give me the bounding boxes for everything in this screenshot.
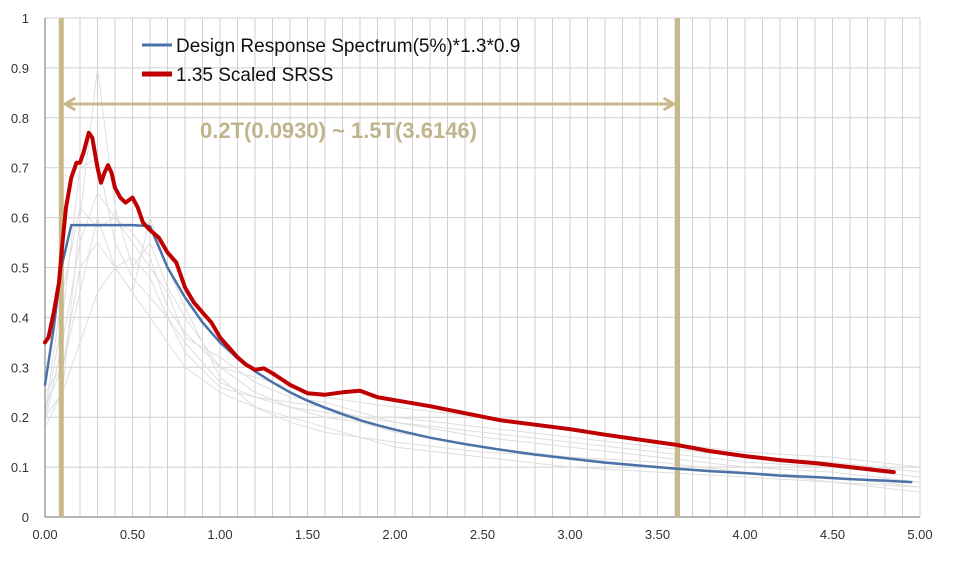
design-spectrum-line <box>43 223 913 484</box>
axes: 0.00 0.50 1.00 1.50 2.00 2.50 3.00 3.50 4.00 4.50… <box>11 11 933 542</box>
y-tick-label: 0.7 <box>11 161 29 176</box>
x-tick-label: 4.00 <box>732 527 757 542</box>
x-tick-label: 3.00 <box>557 527 582 542</box>
legend: Design Response Spectrum(5%)*1.3*0.9 1.3… <box>142 36 520 86</box>
record-spectrum-line <box>44 241 921 488</box>
y-tick-label: 0.8 <box>11 111 29 126</box>
legend-label-scaled-srss: 1.35 Scaled SRSS <box>176 65 333 86</box>
record-spectrum-line <box>44 191 921 478</box>
x-tick-label: 2.00 <box>382 527 407 542</box>
period-range-arrowhead-right <box>662 96 677 112</box>
y-tick-label: 0.1 <box>11 460 29 475</box>
y-tick-label: 0 <box>22 510 29 525</box>
x-tick-label: 2.50 <box>470 527 495 542</box>
y-tick-label: 0.5 <box>11 261 29 276</box>
x-tick-label: 4.50 <box>820 527 845 542</box>
period-range-annotation: 0.2T(0.0930) ~ 1.5T(3.6146) <box>200 118 477 143</box>
x-tick-label: 5.00 <box>907 527 932 542</box>
legend-label-design-spectrum: Design Response Spectrum(5%)*1.3*0.9 <box>176 36 520 57</box>
y-tick-label: 0.6 <box>11 211 29 226</box>
grid-layer <box>44 17 921 518</box>
record-spectrum-line <box>44 67 921 488</box>
x-tick-label: 1.50 <box>295 527 320 542</box>
y-tick-label: 0.2 <box>11 410 29 425</box>
series-layer <box>43 130 913 484</box>
y-tick-label: 0.4 <box>11 310 29 325</box>
y-tick-label: 0.9 <box>11 61 29 76</box>
period-range-arrowhead-left <box>62 96 77 112</box>
x-tick-label: 3.50 <box>645 527 670 542</box>
x-tick-label: 0.00 <box>32 527 57 542</box>
y-tick-label: 1 <box>22 11 29 26</box>
x-tick-label: 1.00 <box>207 527 232 542</box>
y-tick-label: 0.3 <box>11 360 29 375</box>
scaled-srss-line <box>43 130 896 475</box>
x-tick-label: 0.50 <box>120 527 145 542</box>
record-spectrum-line <box>44 256 921 483</box>
